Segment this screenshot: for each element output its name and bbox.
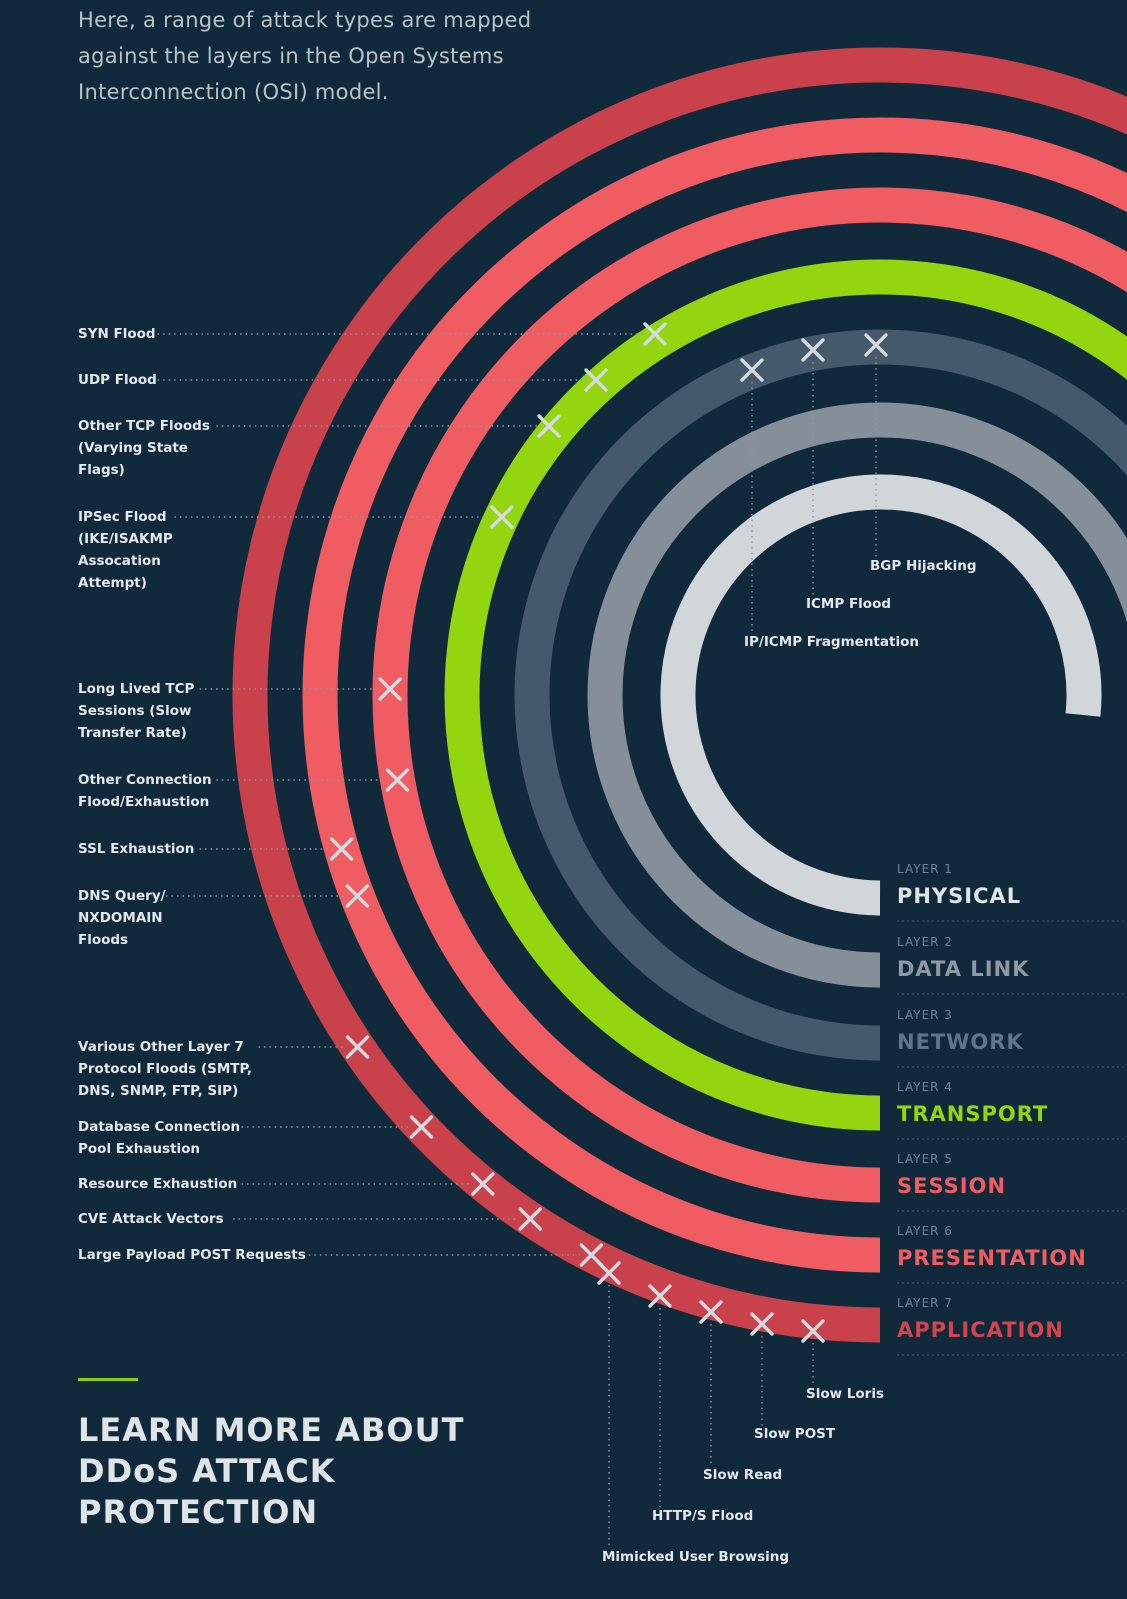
marker-stroke	[740, 358, 764, 382]
marker-stroke	[409, 1115, 434, 1139]
attack-marker	[648, 1284, 672, 1308]
marker-stroke	[643, 322, 667, 346]
marker-stroke	[801, 1319, 825, 1343]
attack-marker	[597, 1261, 621, 1285]
marker-stroke	[490, 505, 514, 529]
marker-stroke	[345, 884, 370, 908]
ring-session	[372, 187, 1127, 1203]
attack-label: UDP Flood	[78, 372, 157, 388]
layer-number-data-link: LAYER 2	[897, 935, 953, 949]
ring-network	[514, 329, 1127, 1061]
marker-stroke	[699, 1300, 723, 1324]
ring-end-session	[876, 1167, 880, 1203]
attack-marker	[643, 322, 667, 346]
accent-divider	[78, 1378, 138, 1381]
attack-label: Resource Exhaustion	[78, 1176, 238, 1192]
attack-label: Other TCP Floods (Varying State Flags)	[78, 418, 210, 478]
marker-stroke	[801, 338, 825, 362]
attack-marker	[345, 884, 370, 908]
marker-stroke	[579, 1243, 604, 1267]
attack-marker	[864, 333, 888, 357]
attack-marker	[750, 1312, 774, 1336]
attack-marker	[378, 677, 402, 701]
layer-name-data-link: DATA LINK	[897, 957, 1030, 981]
layer-number-physical: LAYER 1	[897, 862, 953, 876]
attack-marker	[584, 368, 608, 392]
ring-end-data-link	[876, 952, 880, 988]
ring-end-physical	[876, 880, 880, 916]
layer-name-network: NETWORK	[897, 1030, 1024, 1054]
attack-marker	[699, 1300, 723, 1324]
attack-marker	[740, 358, 764, 382]
attack-marker	[801, 1319, 825, 1343]
marker-stroke	[385, 768, 410, 792]
attack-marker	[801, 338, 825, 362]
attack-label: Mimicked User Browsing	[602, 1549, 790, 1565]
marker-stroke	[518, 1207, 542, 1231]
attack-label: HTTP/S Flood	[652, 1508, 754, 1524]
attack-marker	[490, 505, 514, 529]
ring-physical	[660, 474, 1102, 916]
layer-number-network: LAYER 3	[897, 1008, 953, 1022]
attack-leader-lines	[157, 333, 1127, 1549]
intro-text: Here, a range of attack types are mapped…	[78, 8, 532, 104]
attack-label: BGP Hijacking	[870, 558, 977, 574]
layer-name-transport: TRANSPORT	[897, 1102, 1049, 1126]
layer-name-session: SESSION	[897, 1174, 1007, 1198]
ring-end-network	[876, 1025, 880, 1061]
layer-name-application: APPLICATION	[897, 1318, 1064, 1342]
attack-markers	[329, 322, 888, 1343]
marker-stroke	[345, 1035, 370, 1059]
marker-stroke	[584, 368, 608, 392]
ring-transport	[444, 259, 1127, 1131]
marker-stroke	[648, 1284, 672, 1308]
attack-label: Large Payload POST Requests	[78, 1247, 306, 1263]
attack-label: ICMP Flood	[806, 596, 892, 612]
layer-number-transport: LAYER 4	[897, 1080, 953, 1094]
layer-number-presentation: LAYER 6	[897, 1224, 953, 1238]
layer-name-presentation: PRESENTATION	[897, 1246, 1087, 1270]
attack-label: SSL Exhaustion	[78, 841, 195, 857]
layer-rings	[232, 47, 1127, 1343]
attack-label: IP/ICMP Fragmentation	[744, 634, 919, 650]
attack-label: Slow Loris	[806, 1386, 884, 1402]
attack-label: SYN Flood	[78, 326, 156, 342]
ring-data-link	[587, 402, 1127, 988]
attack-label: Various Other Layer 7 Protocol Floods (S…	[78, 1039, 253, 1099]
attack-marker	[385, 768, 410, 792]
attack-marker	[329, 837, 354, 861]
attack-marker	[518, 1207, 542, 1231]
marker-stroke	[537, 414, 561, 438]
layer-number-session: LAYER 5	[897, 1152, 953, 1166]
learn-more-link[interactable]: LEARN MORE ABOUT DDoS ATTACK PROTECTION	[78, 1411, 465, 1531]
ring-end-presentation	[876, 1237, 880, 1273]
attack-label: CVE Attack Vectors	[78, 1211, 224, 1227]
ring-end-transport	[876, 1095, 880, 1131]
attack-marker	[409, 1115, 434, 1139]
ring-presentation	[302, 117, 1127, 1273]
attack-label: IPSec Flood (IKE/ISAKMP Assocation Attem…	[78, 509, 173, 591]
attack-label: Long Lived TCP Sessions (Slow Transfer R…	[78, 681, 195, 741]
marker-stroke	[864, 333, 888, 357]
attack-label: DNS Query/ NXDOMAIN Floods	[78, 888, 166, 948]
layer-name-physical: PHYSICAL	[897, 884, 1022, 908]
attack-marker	[471, 1172, 495, 1196]
attack-label: Database Connection Pool Exhaustion	[78, 1119, 241, 1157]
marker-stroke	[750, 1312, 774, 1336]
marker-stroke	[378, 677, 402, 701]
attack-label: Slow Read	[703, 1467, 783, 1483]
ring-end-application	[876, 1307, 880, 1343]
marker-stroke	[329, 837, 354, 861]
layer-number-application: LAYER 7	[897, 1296, 953, 1310]
marker-stroke	[471, 1172, 495, 1196]
marker-stroke	[597, 1261, 621, 1285]
attack-label: Other Connection Flood/Exhaustion	[78, 772, 212, 810]
attack-marker	[537, 414, 561, 438]
attack-label: Slow POST	[754, 1426, 836, 1442]
attack-marker	[345, 1035, 370, 1059]
